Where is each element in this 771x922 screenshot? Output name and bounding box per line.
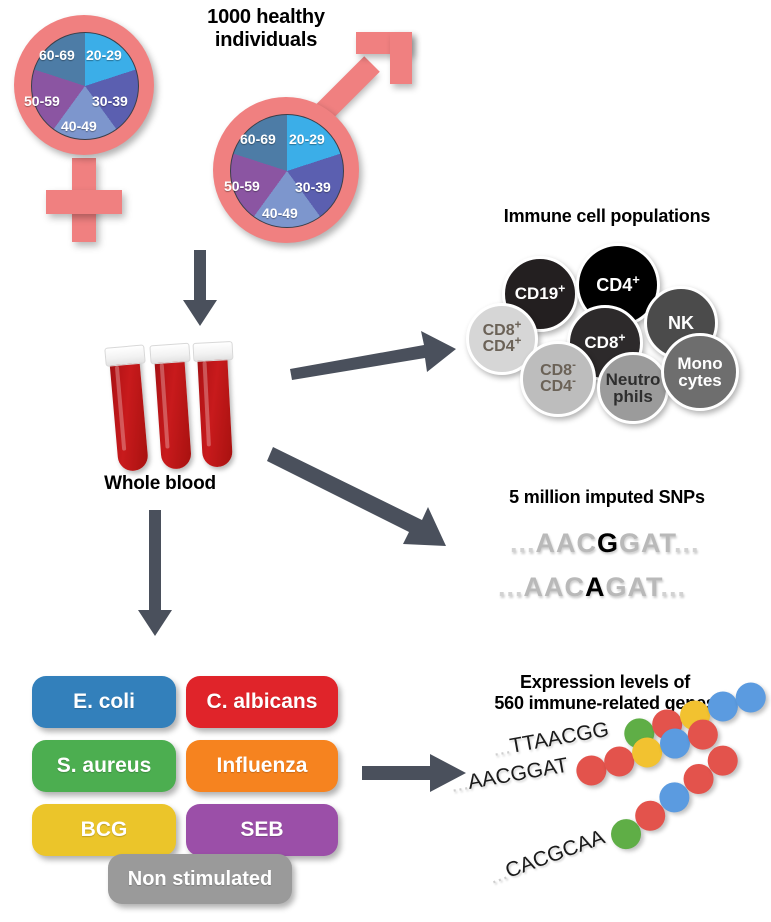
stimulation-panel: E. coli C. albicans S. aureus Influenza BCG S… (0, 0, 360, 922)
snp-prefix: AAC (535, 528, 598, 558)
male-age-pie (230, 114, 344, 228)
snp-variant-base: G (597, 528, 620, 558)
neutrophils[interactable]: Neutro phils (597, 352, 669, 424)
immune-cell-label: CD8+ CD4+ (482, 319, 522, 355)
snp-sequence-allele-1: ...AACGGAT... (510, 528, 700, 559)
stimulus-label: C. albicans (206, 690, 318, 713)
stimulus-label: E. coli (73, 690, 135, 713)
cohort-title-line2: individuals (214, 29, 318, 51)
arrow-stimuli-to-expression (362, 754, 466, 792)
immune-cell-label: Neutro phils (605, 369, 661, 406)
immune-cell-label: Mono cytes (677, 353, 723, 390)
stimulus-bcg[interactable]: BCG (32, 804, 176, 856)
pie-label-male-30-39: 30-39 (295, 179, 331, 195)
expression-sequence-text: ...CACGCAA (485, 825, 608, 889)
arrow-blood-to-stimuli (138, 510, 172, 636)
immune-cell-label: CD19+ (514, 281, 566, 304)
snp-sequence-allele-2: ...AACAGAT... (498, 572, 686, 603)
arrow-blood-to-immune (290, 331, 456, 380)
stimulus-label: SEB (240, 818, 284, 841)
whole-blood-label: Whole blood (104, 473, 216, 494)
stimulus-label: Influenza (216, 754, 308, 777)
pie-label-male-50-59: 50-59 (224, 178, 260, 194)
snp-lead-dots: ... (510, 528, 536, 558)
arrow-cohort-to-blood (183, 250, 217, 326)
stimulus-s-aureus[interactable]: S. aureus (32, 740, 176, 792)
arrow-blood-to-snps (267, 447, 446, 546)
stimulus-c-albicans[interactable]: C. albicans (186, 676, 338, 728)
pie-label-20-29: 20-29 (86, 47, 122, 63)
cohort-title: 1000 healthy individuals (168, 6, 364, 52)
pie-label-40-49: 40-49 (61, 118, 97, 134)
expression-title-line2: 560 immune-related genes (494, 692, 716, 713)
male-symbol-arrowhead-side (390, 32, 412, 84)
expression-bead (733, 680, 769, 715)
stimulus-e-coli[interactable]: E. coli (32, 676, 176, 728)
immune-title: Immune cell populations (503, 206, 711, 226)
expression-title: Expression levels of 560 immune-related … (440, 672, 770, 713)
snp-suffix: GAT (605, 572, 661, 602)
pie-label-30-39: 30-39 (92, 93, 128, 109)
pie-label-male-40-49: 40-49 (262, 205, 298, 221)
pie-label-male-20-29: 20-29 (289, 131, 325, 147)
immune-cell-label: CD8+ (584, 330, 626, 353)
female-age-pie (31, 32, 139, 140)
female-symbol-crossbar (46, 190, 122, 214)
snps-title: 5 million imputed SNPs (509, 487, 705, 507)
expression-sequence-text: ...AACGGAT (448, 753, 570, 797)
snp-prefix: AAC (523, 572, 586, 602)
pie-label-male-60-69: 60-69 (240, 131, 276, 147)
snp-variant-base: A (585, 572, 606, 602)
snp-suffix: GAT (619, 528, 675, 558)
stimulus-label: S. aureus (56, 754, 152, 777)
snp-trail-dots: ... (674, 528, 700, 558)
monocytes[interactable]: Mono cytes (661, 333, 739, 411)
stimulus-non-stimulated[interactable]: Non stimulated (108, 854, 292, 904)
stimulus-label: Non stimulated (127, 867, 273, 890)
immune-cell-label: CD4+ (596, 271, 640, 295)
stimulus-label: BCG (80, 818, 128, 841)
pie-label-50-59: 50-59 (24, 93, 60, 109)
stimulus-influenza[interactable]: Influenza (186, 740, 338, 792)
immune-cell-cluster: CD19+ CD4+ NK CD8+ CD4+ CD8+ CD8- CD4- Neutro phi… (0, 0, 771, 430)
stimulus-seb[interactable]: SEB (186, 804, 338, 856)
immune-cell-label: NK (668, 312, 694, 333)
cohort-title-line1: 1000 healthy (207, 6, 325, 28)
immune-cell-label: CD8- CD4- (540, 359, 576, 395)
expression-title-line1: Expression levels of (519, 672, 691, 692)
snp-trail-dots: ... (660, 572, 687, 602)
snp-lead-dots: ... (498, 572, 524, 602)
pie-label-60-69: 60-69 (39, 47, 75, 63)
cd8-cd4-double-negative[interactable]: CD8- CD4- (520, 341, 596, 417)
